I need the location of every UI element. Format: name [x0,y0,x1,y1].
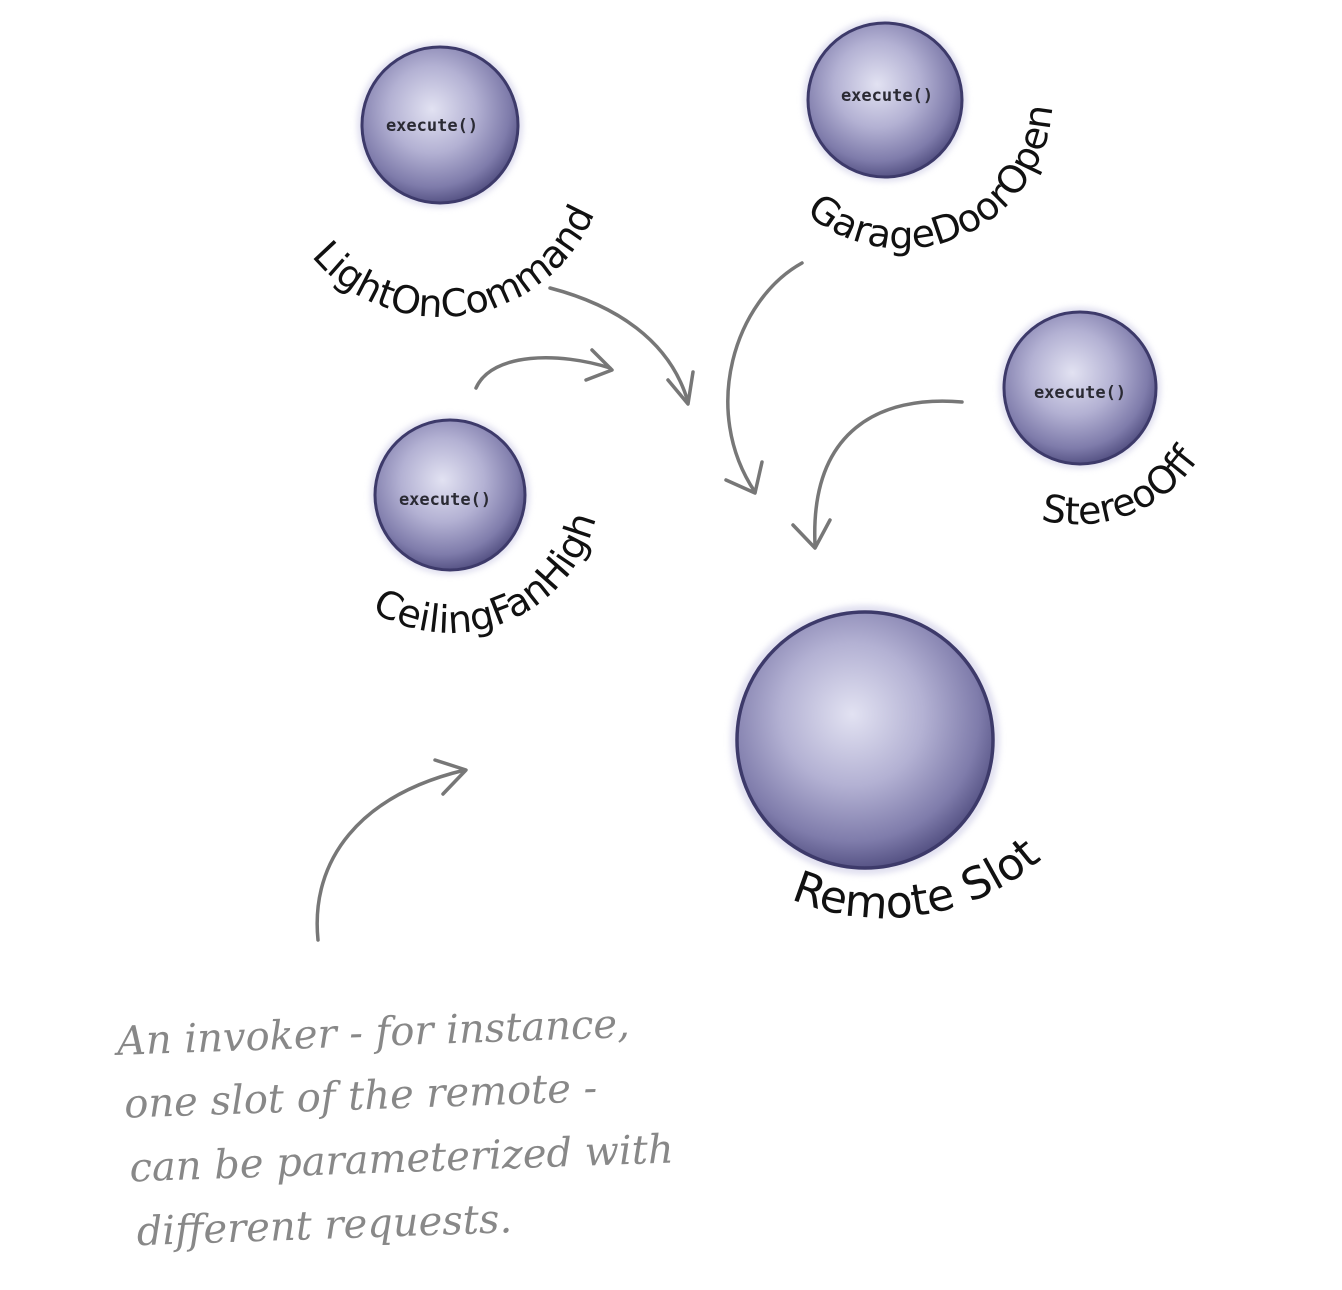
arrows [315,261,964,942]
sphere [360,45,520,205]
note-line: An invoker - for instance, [112,1001,630,1065]
arrow-note-head [433,758,468,796]
sphere [735,610,995,870]
arrow-stereo-head [791,518,832,550]
sphere [1002,310,1158,466]
method-label: execute() [841,86,933,106]
command-ceiling-fan-high: execute() CeilingFanHigh [367,415,605,642]
note-line: one slot of the remote - [123,1065,597,1127]
command-garage-door-open: execute() GarageDoorOpen [800,18,1062,258]
arrow-stereo-to-slot [813,399,964,547]
method-label: execute() [1034,383,1126,403]
sphere [806,21,964,179]
arrow-garage-head [724,460,764,495]
arrow-fan-to-slot [474,356,612,390]
method-label: execute() [386,116,478,136]
method-label: execute() [399,490,491,510]
arrow-note-to-diagram [315,768,467,942]
note-line: can be parameterized with [129,1126,675,1191]
command-label: LightOnCommand [304,198,603,327]
command-light-on: execute() LightOnCommand [304,42,603,326]
arrow-light-to-slot [548,286,690,404]
arrow-garage-to-slot [726,261,804,494]
arrow-fan-head [584,348,614,382]
invoker-remote-slot: Remote Slot [730,605,1049,930]
arrow-light-head [666,370,695,406]
note-line: different requests. [136,1196,513,1255]
sphere [373,418,527,572]
command-stereo-off: execute() StereoOff [999,307,1206,534]
handwritten-note: An invoker - for instance, one slot of t… [112,1001,675,1255]
